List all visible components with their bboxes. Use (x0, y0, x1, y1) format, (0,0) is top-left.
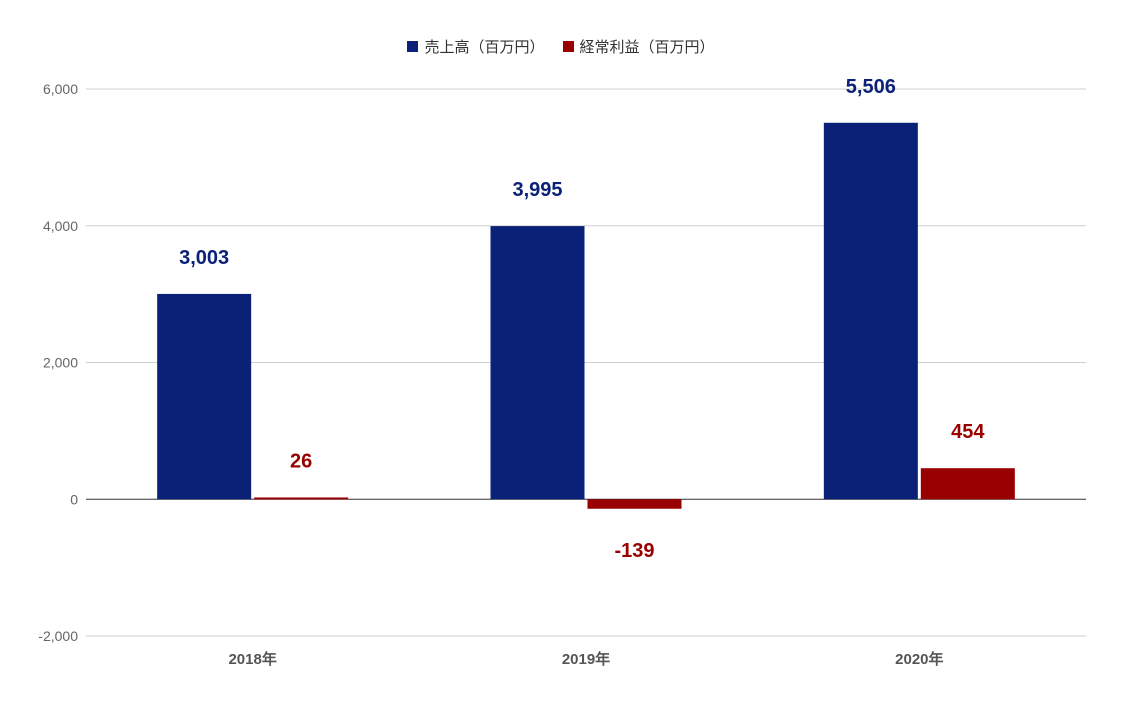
data-label: -139 (614, 540, 654, 562)
data-label: 26 (290, 450, 312, 472)
legend-swatch-sales (407, 41, 419, 52)
x-tick-label: 2018年 (228, 650, 276, 668)
bar-sales (490, 226, 585, 500)
bar-ordinary-profit (254, 497, 349, 500)
bar-ordinary-profit (587, 499, 682, 509)
data-label: 454 (951, 421, 985, 443)
y-tick-label: 4,000 (43, 218, 78, 234)
legend-label-sales: 売上高（百万円） (424, 39, 545, 56)
y-tick-label: 2,000 (43, 355, 78, 371)
legend-label-ordinary-profit: 経常利益（百万円） (579, 39, 715, 56)
y-tick-label: 6,000 (43, 81, 78, 97)
y-tick-label: -2,000 (38, 628, 78, 644)
x-tick-label: 2019年 (562, 650, 610, 668)
x-tick-label: 2020年 (895, 650, 943, 668)
legend-item-sales[interactable]: 売上高（百万円） (407, 36, 545, 57)
bar-sales (157, 293, 252, 500)
data-label: 5,506 (846, 76, 896, 98)
data-label: 3,003 (179, 247, 229, 269)
legend-item-ordinary-profit[interactable]: 経常利益（百万円） (562, 36, 715, 57)
data-label: 3,995 (512, 179, 562, 201)
legend-swatch-ordinary-profit (562, 41, 574, 52)
y-tick-label: 0 (70, 491, 78, 507)
legend: 売上高（百万円） 経常利益（百万円） (0, 36, 1122, 57)
bar-ordinary-profit (920, 468, 1015, 500)
bar-sales (823, 122, 918, 500)
